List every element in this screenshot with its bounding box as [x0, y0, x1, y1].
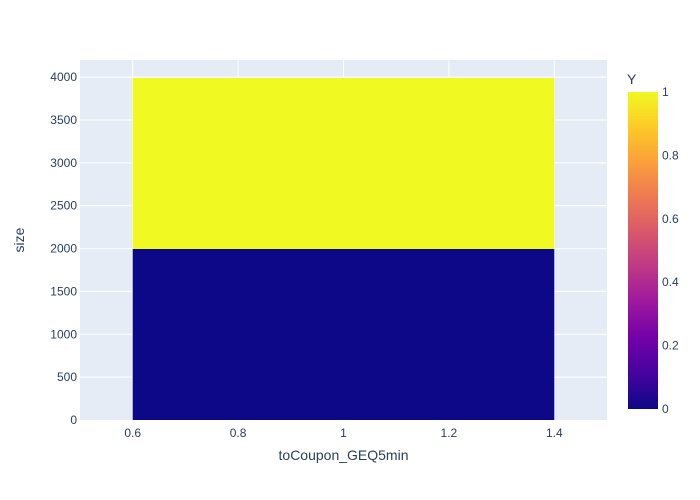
bar-segment-1 [132, 78, 555, 249]
y-axis-title: size [11, 227, 27, 252]
y-tick-label: 500 [57, 370, 77, 384]
colorbar-title: Y [627, 71, 637, 87]
x-tick-label: 0.8 [230, 426, 247, 440]
y-tick-label: 3000 [50, 156, 77, 170]
colorbar-tick-label: 0.2 [662, 339, 679, 353]
x-axis-title: toCoupon_GEQ5min [279, 447, 409, 463]
y-tick-label: 1000 [50, 327, 77, 341]
x-tick-label: 1.2 [441, 426, 458, 440]
bar-segment-0 [132, 249, 555, 420]
x-tick-label: 0.6 [124, 426, 141, 440]
x-tick-label: 1.4 [546, 426, 563, 440]
colorbar-ticks: 0 0.2 0.4 0.6 0.8 1 [662, 85, 679, 416]
colorbar-tick-label: 0.8 [662, 148, 679, 162]
y-tick-label: 2500 [50, 199, 77, 213]
y-tick-label: 2000 [50, 242, 77, 256]
colorbar [628, 92, 658, 409]
y-tick-label: 4000 [50, 70, 77, 84]
colorbar-tick-label: 1 [662, 85, 669, 99]
y-tick-label: 1500 [50, 284, 77, 298]
x-tick-label: 1 [340, 426, 347, 440]
colorbar-tick-label: 0.4 [662, 275, 679, 289]
y-tick-label: 0 [70, 413, 77, 427]
colorbar-tick-label: 0 [662, 402, 669, 416]
colorbar-tick-label: 0.6 [662, 212, 679, 226]
x-axis-ticks: 0.6 0.8 1 1.2 1.4 [124, 426, 563, 440]
y-tick-label: 3500 [50, 113, 77, 127]
bars [132, 78, 555, 420]
y-axis-ticks: 0 500 1000 1500 2000 2500 3000 3500 4000 [50, 70, 77, 427]
